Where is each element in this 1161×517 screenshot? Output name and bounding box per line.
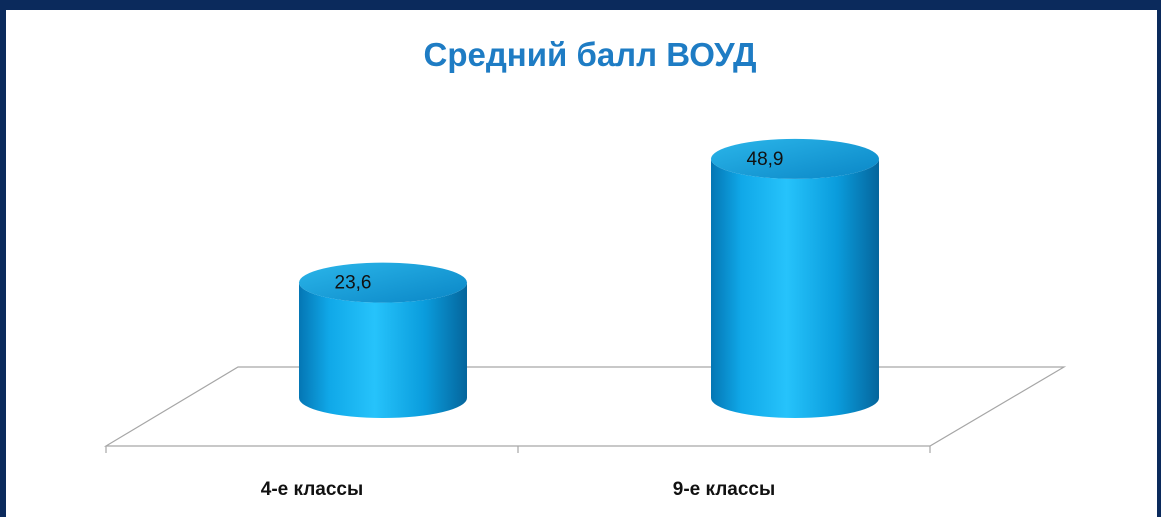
- category-label: 9-е классы: [673, 479, 775, 500]
- chart-floor: [103, 366, 1067, 447]
- data-label: 23,6: [335, 273, 372, 294]
- bar-top: [299, 262, 467, 303]
- category-label: 4-е классы: [261, 479, 363, 500]
- bar-cylinder: [711, 138, 879, 418]
- data-label: 48,9: [747, 149, 784, 170]
- bar-series: [299, 138, 879, 418]
- bar-body: [299, 282, 468, 418]
- bar-cylinder: [299, 262, 468, 418]
- bar-body: [711, 158, 879, 418]
- chart-title: Средний балл ВОУД: [423, 36, 756, 73]
- label-group: 23,6 4-е классы 48,9 9-е классы: [261, 149, 784, 500]
- bar-top: [711, 138, 879, 179]
